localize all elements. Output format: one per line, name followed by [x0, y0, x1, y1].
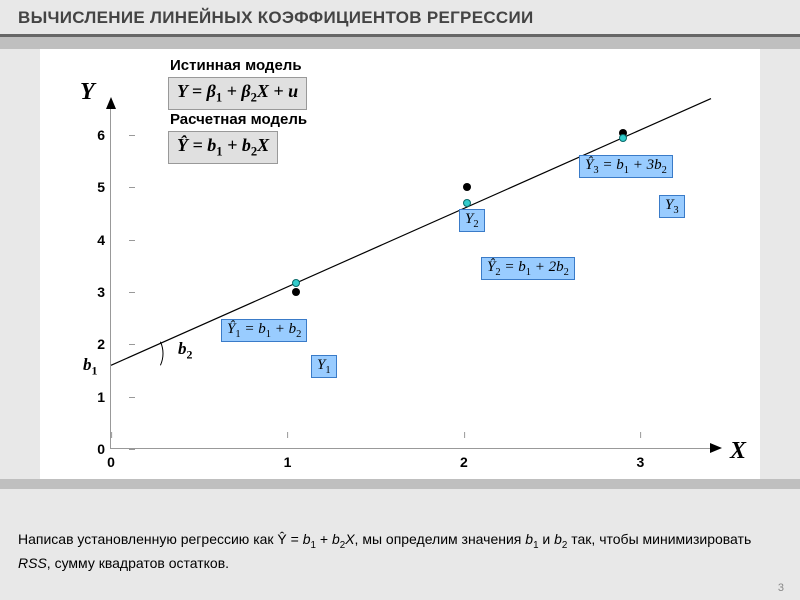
y-axis-label: Y — [80, 79, 95, 106]
y-tick: 1 — [81, 389, 105, 405]
yhat-label: Ŷ3 = b1 + 3b2 — [579, 155, 673, 178]
b2-label: b2 — [178, 339, 192, 362]
chart-panel: Y X Истинная модель Y = β1 + β2X + u Рас… — [40, 49, 760, 479]
decor-band-bottom — [0, 479, 800, 489]
x-tick: 0 — [107, 454, 115, 470]
observed-point — [463, 183, 471, 191]
true-model-equation: Y = β1 + β2X + u — [168, 77, 307, 110]
fitted-point — [619, 134, 627, 142]
fitted-point — [292, 279, 300, 287]
page-title: ВЫЧИСЛЕНИЕ ЛИНЕЙНЫХ КОЭФФИЦИЕНТОВ РЕГРЕС… — [18, 8, 782, 28]
x-tick: 1 — [284, 454, 292, 470]
true-model-heading: Истинная модель — [170, 57, 302, 74]
yobs-label: Y3 — [659, 195, 685, 218]
y-tick: 5 — [81, 179, 105, 195]
y-axis-arrow — [106, 97, 116, 109]
caption-text: Написав установленную регрессию как Ŷ = … — [18, 529, 782, 574]
x-axis-arrow — [710, 443, 722, 453]
x-axis-label: X — [730, 438, 746, 465]
b1-label: b1 — [83, 355, 97, 378]
y-tick: 2 — [81, 336, 105, 352]
yhat-label: Ŷ2 = b1 + 2b2 — [481, 257, 575, 280]
plot-area: 01234560123Ŷ1 = b1 + b2Ŷ2 = b1 + 2b2Ŷ3 =… — [110, 109, 710, 449]
yobs-label: Y1 — [311, 355, 337, 378]
x-tick: 3 — [637, 454, 645, 470]
yobs-label: Y2 — [459, 209, 485, 232]
page-number: 3 — [778, 582, 784, 594]
y-tick: 0 — [81, 441, 105, 457]
yhat-label: Ŷ1 = b1 + b2 — [221, 319, 307, 342]
observed-point — [292, 288, 300, 296]
title-bar: ВЫЧИСЛЕНИЕ ЛИНЕЙНЫХ КОЭФФИЦИЕНТОВ РЕГРЕС… — [0, 0, 800, 37]
y-tick: 3 — [81, 284, 105, 300]
fitted-point — [463, 199, 471, 207]
decor-band-top — [0, 37, 800, 49]
x-tick: 2 — [460, 454, 468, 470]
y-tick: 6 — [81, 127, 105, 143]
y-tick: 4 — [81, 232, 105, 248]
